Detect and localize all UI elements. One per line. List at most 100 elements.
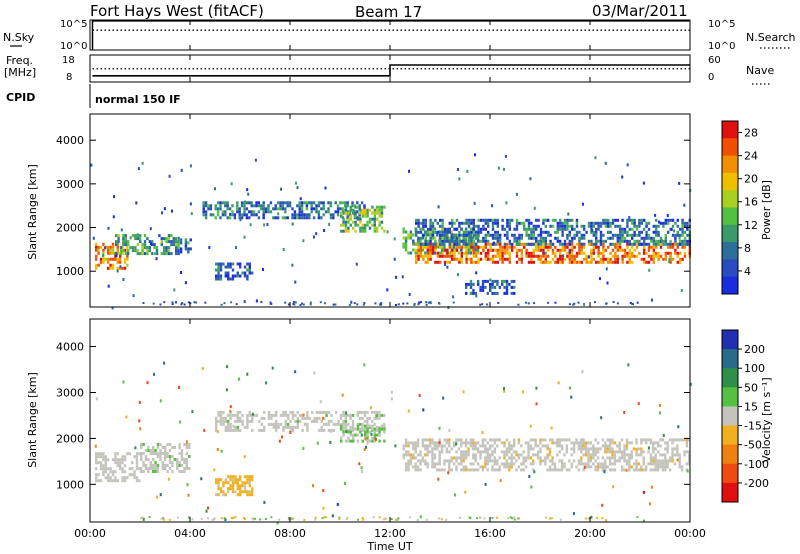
power-cell [300,216,304,220]
power-cell [434,218,437,222]
power-sparse-cell [173,288,176,292]
power-cell [356,201,359,205]
power-cell [542,242,545,246]
power-cell [501,227,504,231]
velocity-cell [637,462,641,466]
velocity-colorbar-segment [722,482,738,503]
velocity-cell [553,465,557,469]
power-cell [664,254,667,258]
power-cell [583,236,586,240]
velocity-ylabel: Slant Range [km] [26,372,39,468]
power-cell [556,227,559,231]
velocity-cell [176,458,179,461]
velocity-cell [260,428,263,432]
power-cell [554,245,557,249]
power-cell [614,254,617,258]
power-cell [240,216,244,220]
power-cell [102,260,105,264]
power-cell [501,218,504,222]
velocity-cell [683,438,686,442]
power-cell [578,260,581,264]
power-ground-cell [616,302,619,305]
power-cell [621,218,624,222]
power-cell [595,236,598,240]
velocity-cell [431,459,434,463]
power-cell [499,233,502,237]
velocity-cell [503,456,506,460]
power-cell [255,204,258,208]
power-cell [443,248,447,252]
velocity-cell [448,462,451,466]
velocity-cell [467,468,470,472]
velocity-cell [156,443,160,446]
power-cell [580,236,583,240]
power-cell [544,239,547,243]
velocity-cell [342,410,345,414]
velocity-cell [361,410,364,414]
power-cell [580,233,583,237]
velocity-cell [548,465,552,469]
velocity-sparse-cell [503,387,505,391]
velocity-sparse-cell [238,377,241,381]
velocity-cell [630,450,633,454]
velocity-ground-cell [259,518,262,521]
velocity-cell [659,462,662,466]
power-cell [451,248,454,252]
velocity-cell [431,453,434,457]
velocity-cell [587,459,590,463]
velocity-cell [227,413,230,417]
power-cell [590,224,593,228]
power-cell [134,246,137,250]
velocity-cell [340,436,343,440]
velocity-cell [263,428,266,432]
power-cell [122,249,125,253]
power-cell [655,254,658,258]
power-cell [590,254,593,258]
power-cell [143,234,147,238]
power-sparse-cell [444,262,447,266]
velocity-ground-cell [264,518,267,520]
power-cell [674,221,677,225]
velocity-cell [114,476,117,480]
power-cell [243,271,247,275]
power-sparse-cell [277,212,280,216]
power-cell [662,224,665,228]
power-cell [638,218,641,222]
power-cell [571,254,574,258]
power-cell [160,252,163,256]
power-cell [139,234,142,238]
velocity-cell [664,465,667,469]
power-cell [431,248,435,252]
velocity-cell [500,462,504,466]
velocity-cell [589,453,593,457]
velocity-sparse-cell [134,446,137,450]
velocity-cell [613,456,617,460]
power-cell [547,233,550,237]
power-cell [561,233,564,237]
power-cell [419,221,423,225]
power-cell [121,245,124,249]
power-cell [583,233,586,237]
velocity-cell [474,447,477,451]
power-cell [568,233,571,237]
power-cell [499,251,502,255]
power-cell [422,218,425,222]
power-cell [652,254,655,258]
power-cell [539,254,543,258]
velocity-cell [520,444,523,448]
power-sparse-cell [504,154,507,158]
velocity-cell [344,416,347,420]
power-cell [116,242,119,246]
velocity-ground-cell [601,516,604,519]
velocity-cell [659,453,662,457]
velocity-sparse-cell [186,483,189,487]
power-cell [204,213,208,217]
velocity-cell [668,456,672,460]
power-cell [322,204,325,208]
velocity-sparse-cell [361,470,363,474]
power-cell [477,218,480,222]
power-cell [537,254,540,258]
power-ground-cell [284,301,287,304]
velocity-cell [582,441,585,445]
velocity-cell [575,441,578,445]
